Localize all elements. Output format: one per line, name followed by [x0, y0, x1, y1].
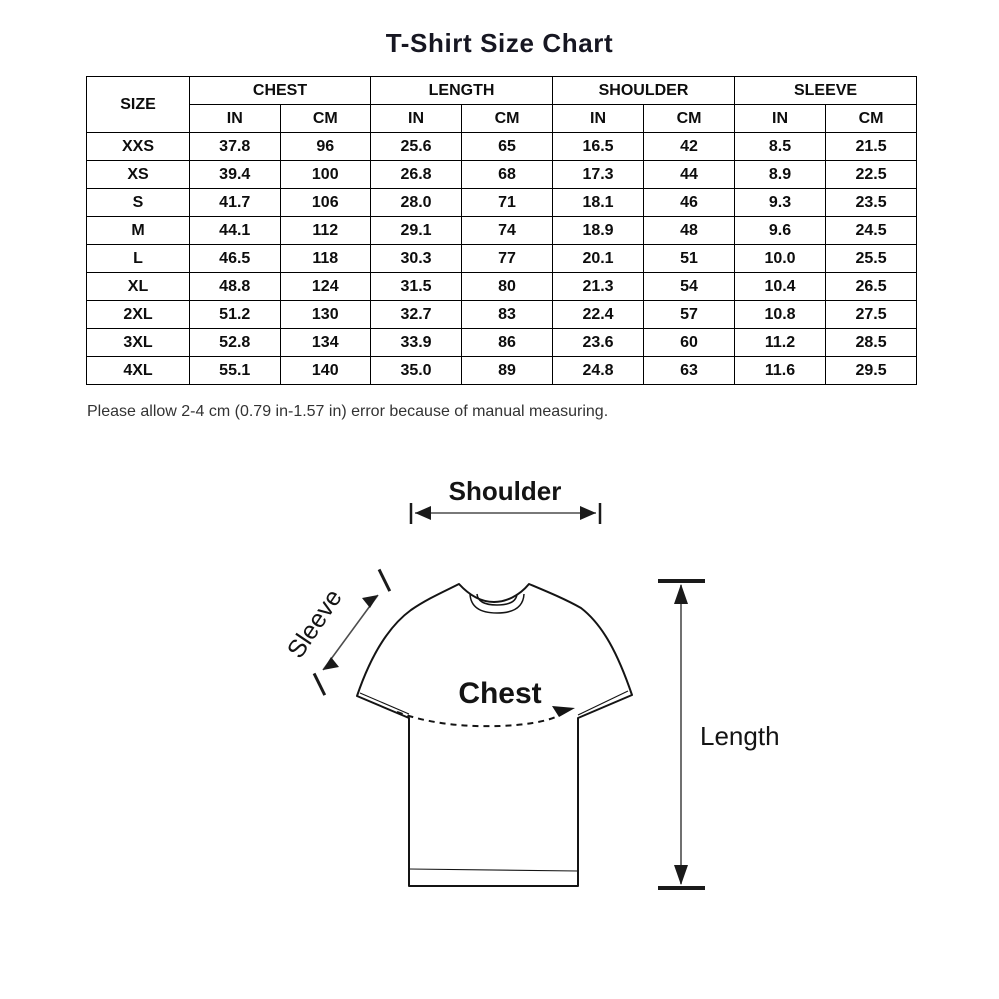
svg-text:Sleeve: Sleeve	[282, 584, 348, 663]
svg-text:Chest: Chest	[458, 677, 541, 710]
svg-text:Length: Length	[700, 721, 780, 751]
svg-text:Shoulder: Shoulder	[449, 476, 562, 506]
